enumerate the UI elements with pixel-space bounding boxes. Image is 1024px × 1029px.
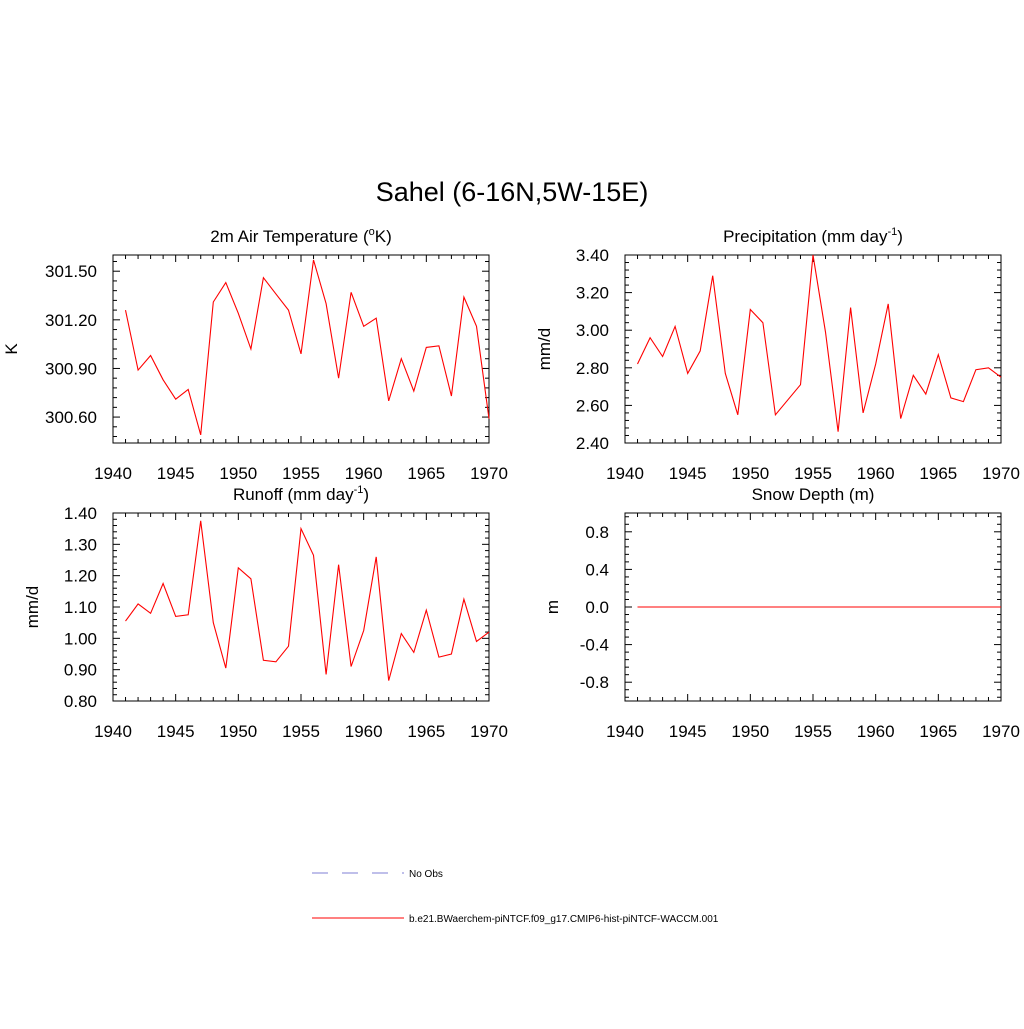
- series-line: [637, 254, 1002, 432]
- y-tick-label: 2.40: [576, 434, 609, 453]
- x-tick-label: 1950: [219, 722, 257, 741]
- y-axis-label: m: [543, 600, 562, 614]
- x-tick-label: 1950: [219, 464, 257, 483]
- x-tick-label: 1950: [731, 464, 769, 483]
- y-tick-label: -0.4: [580, 636, 609, 655]
- panel-title-title-sup: -1: [887, 226, 897, 238]
- x-tick-label: 1965: [919, 464, 957, 483]
- panel-title-title-tail: ): [897, 227, 903, 246]
- y-tick-label: 0.90: [64, 661, 97, 680]
- x-tick-label: 1970: [982, 722, 1020, 741]
- panel-title: Runoff (mm day-1): [233, 484, 369, 504]
- y-tick-label: 1.30: [64, 535, 97, 554]
- y-axis-label: K: [2, 343, 21, 355]
- legend: No Obs b.e21.BWaerchem-piNTCF.f09_g17.CM…: [312, 869, 719, 925]
- legend-obs-label: No Obs: [409, 869, 443, 880]
- legend-model-label: b.e21.BWaerchem-piNTCF.f09_g17.CMIP6-his…: [409, 914, 719, 925]
- x-tick-label: 1960: [857, 722, 895, 741]
- y-tick-label: 1.10: [64, 598, 97, 617]
- x-tick-label: 1955: [794, 464, 832, 483]
- y-tick-label: 2.80: [576, 359, 609, 378]
- plot-frame: [112, 254, 490, 444]
- panel-runoff: 1940 1945 1950 1955 1960 1965 1970 0.80 0.90 1.00…: [23, 484, 508, 741]
- y-tick-label: 300.90: [45, 359, 97, 378]
- x-tick-label: 1960: [857, 464, 895, 483]
- x-tick-label: 1950: [731, 722, 769, 741]
- y-axis-label: mm/d: [535, 328, 554, 371]
- y-tick-label: 0.80: [64, 692, 97, 711]
- series-line: [124, 259, 490, 436]
- y-tick-label: -0.8: [580, 673, 609, 692]
- panel-title-title-main: Runoff (mm day: [233, 485, 354, 504]
- x-tick-label: 1940: [94, 722, 132, 741]
- plot-frame: [112, 512, 490, 702]
- y-tick-label: 3.40: [576, 246, 609, 265]
- panel-title: 2m Air Temperature (oK): [210, 226, 392, 246]
- panel-title: Precipitation (mm day-1): [723, 226, 903, 246]
- y-tick-label: 3.00: [576, 321, 609, 340]
- panel-title-title-sup: -1: [354, 484, 364, 496]
- x-tick-label: 1945: [669, 464, 707, 483]
- panel-title-title-sup-pre: o: [369, 226, 375, 238]
- y-tick-label: 0.0: [585, 598, 609, 617]
- y-tick-label: 301.20: [45, 311, 97, 330]
- y-tick-label: 0.4: [585, 560, 609, 579]
- panel-title-title-rest: K): [375, 227, 392, 246]
- x-tick-label: 1965: [407, 464, 445, 483]
- x-tick-label: 1955: [794, 722, 832, 741]
- x-tick-label: 1960: [345, 464, 383, 483]
- x-tick-label: 1965: [407, 722, 445, 741]
- panel-temperature: 1940 1945 1950 1955 1960 1965 1970 300.60 300.90…: [2, 226, 508, 483]
- y-axis-label: mm/d: [23, 586, 42, 629]
- y-tick-label: 300.60: [45, 408, 97, 427]
- y-tick-label: 1.20: [64, 567, 97, 586]
- x-tick-label: 1940: [606, 722, 644, 741]
- panel-title-title-main: Snow Depth (m): [752, 485, 875, 504]
- x-tick-label: 1945: [669, 722, 707, 741]
- panel-snow-depth: 1940 1945 1950 1955 1960 1965 1970 -0.8 -0.4 0.0 0…: [543, 485, 1020, 741]
- figure-title: Sahel (6-16N,5W-15E): [376, 177, 649, 207]
- x-tick-label: 1970: [470, 464, 508, 483]
- x-tick-label: 1940: [94, 464, 132, 483]
- x-tick-label: 1955: [282, 464, 320, 483]
- y-tick-label: 0.8: [585, 523, 609, 542]
- x-tick-label: 1940: [606, 464, 644, 483]
- panel-precipitation: 1940 1945 1950 1955 1960 1965 1970 2.40 2.60 2.80…: [535, 226, 1020, 483]
- y-tick-label: 3.20: [576, 284, 609, 303]
- x-tick-label: 1960: [345, 722, 383, 741]
- panel-title: Snow Depth (m): [752, 485, 875, 504]
- panel-title-title-tail: ): [363, 485, 369, 504]
- y-tick-label: 1.00: [64, 629, 97, 648]
- x-tick-label: 1970: [470, 722, 508, 741]
- y-tick-label: 2.60: [576, 396, 609, 415]
- x-tick-label: 1945: [157, 464, 195, 483]
- x-tick-label: 1955: [282, 722, 320, 741]
- x-tick-label: 1945: [157, 722, 195, 741]
- y-tick-label: 1.40: [64, 504, 97, 523]
- panel-title-title-main: 2m Air Temperature (: [210, 227, 369, 246]
- x-tick-label: 1965: [919, 722, 957, 741]
- x-tick-label: 1970: [982, 464, 1020, 483]
- panel-title-title-main: Precipitation (mm day: [723, 227, 888, 246]
- panels: 1940 1945 1950 1955 1960 1965 1970 300.60 300.90…: [2, 226, 1020, 741]
- series-line: [125, 520, 490, 681]
- y-tick-label: 301.50: [45, 262, 97, 281]
